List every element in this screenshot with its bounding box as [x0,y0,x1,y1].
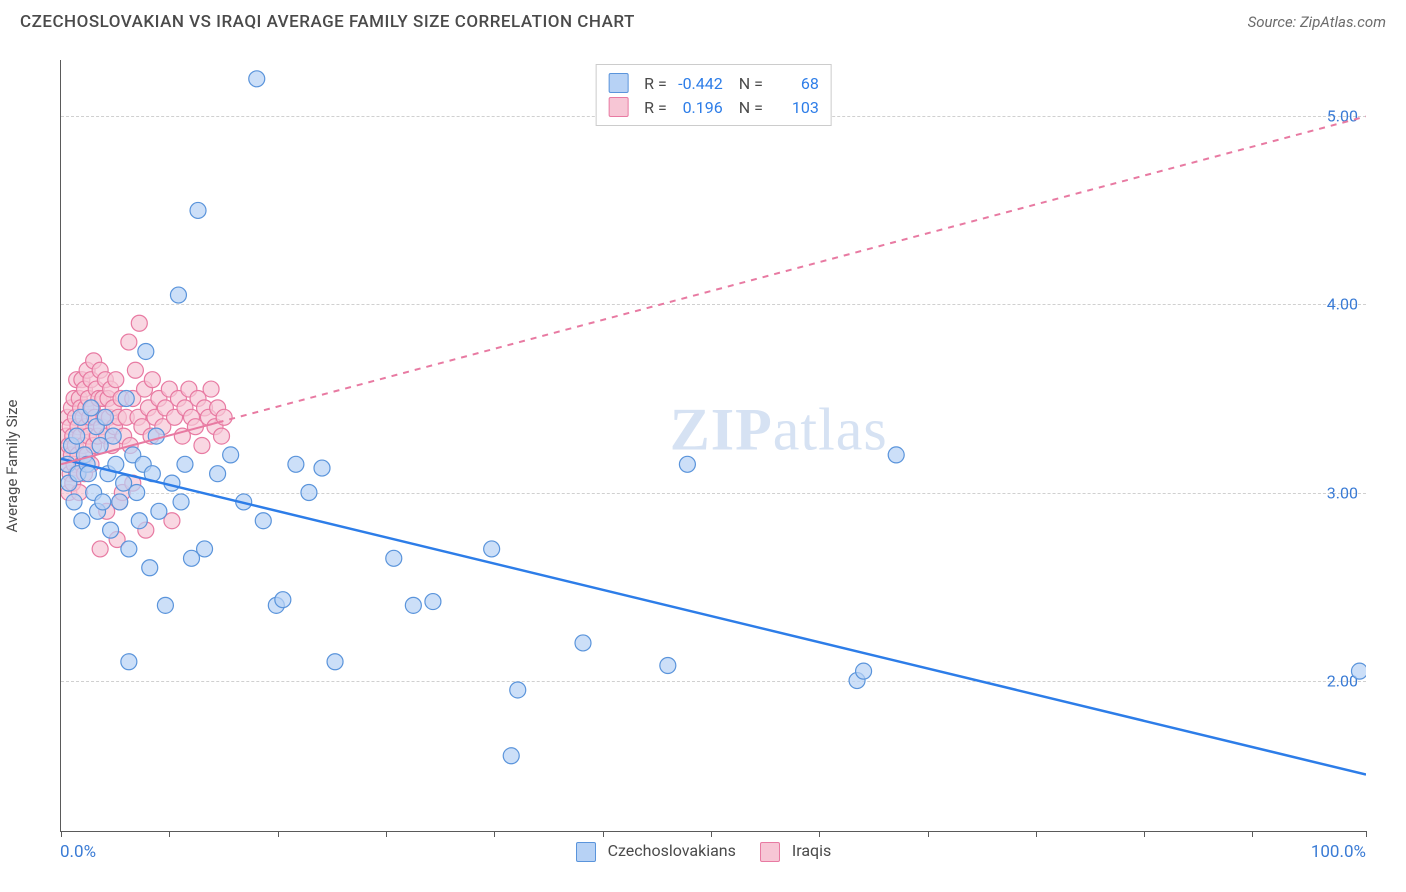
scatter-point [210,466,226,482]
x-tick [1366,831,1367,837]
stat-n-label: N = [731,74,763,93]
chart-title: CZECHOSLOVAKIAN VS IRAQI AVERAGE FAMILY … [20,12,635,32]
stats-legend-box: R = -0.442 N = 68 R = 0.196 N = 103 [595,64,832,126]
scatter-point [510,682,526,698]
scatter-point [314,460,330,476]
x-tick [819,831,820,837]
scatter-point [97,409,113,425]
scatter-point [575,635,591,651]
x-tick [603,831,604,837]
scatter-point [148,428,164,444]
scatter-point [144,372,160,388]
scatter-point [131,513,147,529]
swatch-series-1 [608,97,628,117]
scatter-point [856,663,872,679]
legend-label-0: Czechoslovakians [608,841,736,860]
scatter-point [255,513,271,529]
x-axis-max-label: 100.0% [1311,842,1366,862]
x-tick [61,831,62,837]
scatter-point [484,541,500,557]
scatter-point [425,594,441,610]
scatter-point [138,343,154,359]
trend-line [61,459,1366,775]
stats-row-series-0: R = -0.442 N = 68 [608,71,819,95]
source-attribution: Source: ZipAtlas.com [1248,13,1386,31]
scatter-point [249,71,265,87]
scatter-point [66,494,82,510]
legend-label-1: Iraqis [792,841,831,860]
scatter-point [92,541,108,557]
scatter-point [74,513,90,529]
scatter-point [197,541,213,557]
scatter-point [127,362,143,378]
plot-area: ZIPatlas R = -0.442 N = 68 R = 0.196 N =… [60,60,1366,832]
scatter-point [95,494,111,510]
x-tick [928,831,929,837]
x-tick [711,831,712,837]
stat-r-label: R = [644,98,667,117]
scatter-point [301,485,317,501]
trend-line [218,116,1366,422]
stat-n-value-1: 103 [771,98,819,117]
y-axis-label: Average Family Size [3,400,21,533]
scatter-point [121,541,137,557]
x-tick [1144,831,1145,837]
scatter-point [405,597,421,613]
legend-swatch-0 [576,842,596,862]
x-tick [1036,831,1037,837]
scatter-point [83,400,99,416]
scatter-point [121,334,137,350]
scatter-point [288,456,304,472]
stats-row-series-1: R = 0.196 N = 103 [608,95,819,119]
scatter-point [194,438,210,454]
chart-container: Average Family Size ZIPatlas R = -0.442 … [20,50,1386,882]
scatter-point [157,597,173,613]
stat-n-label: N = [731,98,763,117]
swatch-series-0 [608,73,628,93]
scatter-point [203,381,219,397]
scatter-svg [61,60,1366,831]
scatter-point [1351,663,1366,679]
bottom-legend: Czechoslovakians Iraqis [576,841,832,862]
x-tick [169,831,170,837]
scatter-point [177,456,193,472]
x-tick [278,831,279,837]
scatter-point [190,202,206,218]
x-axis-row: 0.0% Czechoslovakians Iraqis 100.0% [60,841,1366,862]
x-tick [494,831,495,837]
scatter-point [214,428,230,444]
scatter-point [327,654,343,670]
scatter-point [142,560,158,576]
scatter-point [503,748,519,764]
stat-r-value-1: 0.196 [675,98,723,117]
scatter-point [118,390,134,406]
scatter-point [129,485,145,501]
scatter-point [103,522,119,538]
legend-swatch-1 [760,842,780,862]
scatter-point [660,658,676,674]
scatter-point [112,494,128,510]
scatter-point [679,456,695,472]
legend-item-0: Czechoslovakians [576,841,736,862]
scatter-point [69,428,85,444]
x-tick [386,831,387,837]
scatter-point [80,466,96,482]
legend-item-1: Iraqis [760,841,831,862]
scatter-point [131,315,147,331]
scatter-point [223,447,239,463]
scatter-point [888,447,904,463]
scatter-point [170,287,186,303]
scatter-point [275,592,291,608]
stat-r-label: R = [644,74,667,93]
scatter-point [105,428,121,444]
scatter-point [173,494,189,510]
stat-n-value-0: 68 [771,74,819,93]
x-axis-min-label: 0.0% [60,842,96,862]
scatter-point [121,654,137,670]
scatter-point [151,503,167,519]
scatter-point [108,372,124,388]
scatter-point [386,550,402,566]
stat-r-value-0: -0.442 [675,74,723,93]
x-tick [1252,831,1253,837]
